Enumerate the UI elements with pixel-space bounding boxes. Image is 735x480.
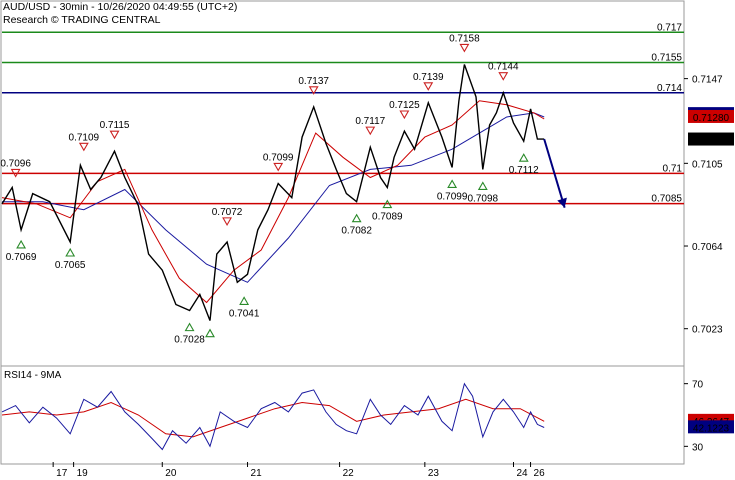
rsi-layer: RSI14 - 9MA307046.264742.1223 <box>1 370 734 453</box>
swing-low-label: 0.7065 <box>55 260 86 271</box>
y-tick-label: 0.7023 <box>692 325 723 336</box>
y-tick-label: 0.7147 <box>692 75 723 86</box>
swing-low-marker <box>477 181 488 190</box>
ma-slow-line <box>2 112 545 283</box>
swing-high-label: 0.7115 <box>100 120 130 131</box>
rsi-panel <box>0 365 685 465</box>
swing-low-label: 0.7028 <box>174 335 205 346</box>
level-label: 0.7155 <box>651 53 682 64</box>
swing-high-label: 0.7158 <box>449 33 480 44</box>
swing-low-label: 0.7041 <box>229 308 260 319</box>
x-tick-label: 19 <box>77 468 89 479</box>
rsi-value-text: 42.1223 <box>693 423 730 434</box>
swing-high-marker <box>222 217 233 226</box>
swing-low-marker <box>518 153 529 162</box>
swing-high-marker <box>399 110 410 120</box>
swing-low-marker <box>447 179 458 188</box>
swing-high-label: 0.7109 <box>69 132 100 143</box>
swing-high-label: 0.7117 <box>355 116 385 127</box>
x-tick-label: 22 <box>343 468 355 479</box>
level-label: 0.7085 <box>651 194 682 205</box>
x-tick-label: 17 <box>56 468 68 479</box>
swing-high-marker <box>498 72 509 81</box>
x-tick-label: 23 <box>428 468 440 479</box>
rsi-tick-label: 70 <box>692 380 704 391</box>
swing-low-label: 0.7112 <box>509 165 539 176</box>
swing-high-label: 0.7099 <box>263 152 294 163</box>
level-label: 0.714 <box>657 83 682 94</box>
swing-low-label: 0.7098 <box>468 193 499 204</box>
swing-high-label: 0.7125 <box>389 100 420 111</box>
swing-high-marker <box>365 126 376 136</box>
rsi-value-box <box>688 420 734 434</box>
swing-low-marker <box>205 328 215 338</box>
swing-high-marker <box>109 130 120 140</box>
swing-low-marker <box>65 247 76 257</box>
forecast-arrow-head <box>557 197 567 208</box>
forecast-arrow-shaft <box>543 138 566 208</box>
swing-high-marker <box>78 142 89 152</box>
price-line <box>1 64 545 321</box>
swing-high-marker <box>308 86 319 95</box>
swing-low-marker <box>351 213 362 223</box>
rsi-ma-line <box>1 398 545 438</box>
price-label-text: 0.71280 <box>693 113 730 124</box>
price-layer <box>1 64 567 321</box>
swing-high-marker <box>423 82 434 91</box>
axis-layer: 0.70230.70640.71050.71470.712940.712800.… <box>52 75 734 479</box>
swing-low-marker <box>382 199 393 209</box>
price-label-text: 0.71168 <box>693 136 729 147</box>
rsi-title: RSI14 - 9MA <box>4 370 62 381</box>
swing-high-label: 0.7096 <box>0 158 31 169</box>
swing-high-label: 0.7139 <box>413 72 444 83</box>
x-tick-label: 21 <box>251 468 263 479</box>
x-tick-label: 24 <box>517 468 529 479</box>
rsi-panel-frame <box>0 365 685 465</box>
level-label: 0.71 <box>663 163 683 174</box>
swing-low-marker <box>239 296 250 305</box>
swing-high-marker <box>10 168 21 178</box>
swing-high-label: 0.7137 <box>298 76 329 87</box>
y-tick-label: 0.7105 <box>692 159 723 170</box>
level-label: 0.717 <box>657 22 682 33</box>
swing-low-label: 0.7069 <box>6 252 37 263</box>
swing-low-label: 0.7082 <box>341 226 372 237</box>
rsi-line <box>1 382 545 451</box>
swing-low-label: 0.7099 <box>437 191 468 202</box>
swing-low-label: 0.7089 <box>372 212 403 223</box>
x-tick-label: 20 <box>165 468 177 479</box>
price-label-box <box>688 132 734 146</box>
price-label-box <box>688 109 734 123</box>
swing-high-label: 0.7072 <box>212 207 243 218</box>
ma-layer <box>1 100 545 304</box>
rsi-tick-label: 30 <box>692 442 704 453</box>
swing-low-marker <box>184 322 195 332</box>
swing-low-marker <box>16 239 27 249</box>
chart-subtitle: Research © TRADING CENTRAL <box>3 14 161 26</box>
swing-high-marker <box>459 43 470 53</box>
swing-high-marker <box>273 162 284 172</box>
y-tick-label: 0.7064 <box>692 242 723 253</box>
swing-high-label: 0.7144 <box>488 62 519 73</box>
x-tick-label: 26 <box>534 468 546 479</box>
ma-fast-line <box>1 100 545 304</box>
chart-title: AUD/USD - 30min - 10/26/2020 04:49:55 (U… <box>3 1 238 13</box>
